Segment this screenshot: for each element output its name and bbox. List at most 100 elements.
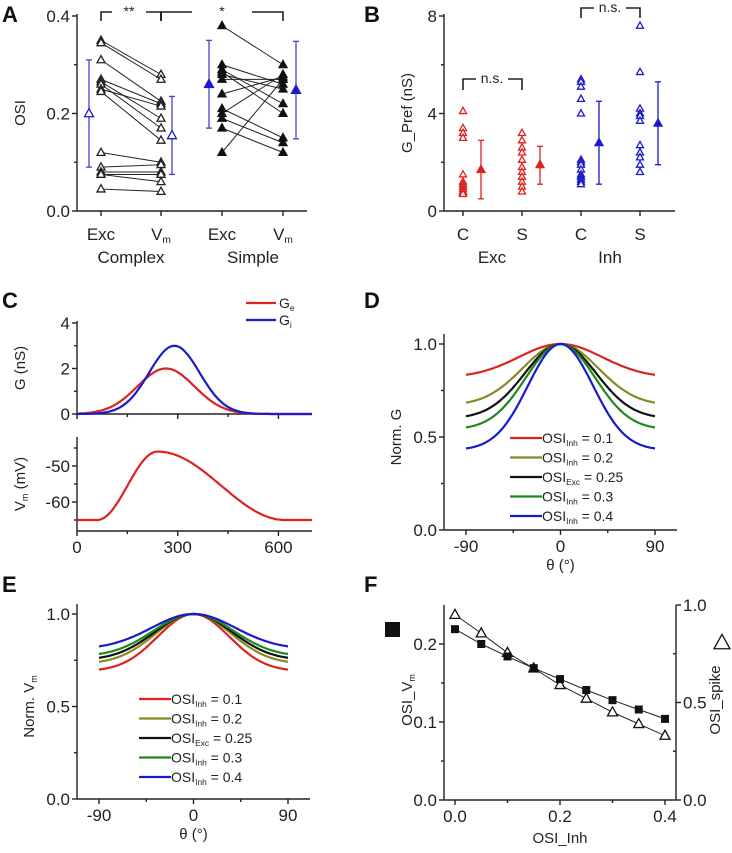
a-complex-exc-point bbox=[95, 37, 107, 47]
a-complex-vm-point bbox=[155, 122, 167, 132]
d-x-axis-tick-label: 90 bbox=[646, 537, 665, 556]
a-sig-bracket-1-label: ** bbox=[124, 3, 135, 19]
a-complex-pair-line bbox=[100, 81, 162, 119]
b-data-point bbox=[517, 127, 527, 137]
a-sig-bracket-1-right bbox=[146, 11, 162, 21]
a-simple-vm-point bbox=[277, 59, 289, 69]
b-mean-marker bbox=[534, 159, 546, 169]
d-tuning-curve bbox=[465, 342, 656, 418]
a-y-axis-tick-label: 0.4 bbox=[46, 7, 70, 26]
e-legend-label: OSIInh = 0.2 bbox=[171, 711, 242, 729]
b-y-axis-tick-label: 4 bbox=[428, 105, 437, 124]
a-y-axis-tick-label: 0.2 bbox=[46, 105, 70, 124]
d-legend-label: OSIExc = 0.25 bbox=[542, 469, 624, 487]
a-simple-pair-line bbox=[221, 76, 284, 95]
a-y-axis-label: OSI bbox=[12, 100, 29, 126]
b-group-label-inh: Inh bbox=[598, 248, 622, 267]
d-y-axis-tick-label: 1.0 bbox=[413, 335, 437, 354]
f-osi-spike-point bbox=[475, 626, 488, 638]
e-y-axis-tick-label: 0.0 bbox=[46, 790, 70, 809]
c-top-y-axis-label: G (nS) bbox=[12, 346, 29, 390]
a-complex-pair-line bbox=[100, 188, 162, 192]
a-y-axis-tick-label: 0.0 bbox=[46, 202, 70, 221]
e-tuning-curve bbox=[98, 612, 289, 656]
f-osi-vm-point bbox=[451, 625, 459, 634]
a-simple-vm-point bbox=[277, 73, 289, 83]
b-y-axis-tick-label: 0 bbox=[428, 202, 437, 221]
b-data-point bbox=[458, 188, 468, 198]
panel-e-chart: 0.0 0.5 1.0 -90 0 90 θ (°) Norm. Vm OSIInh = 0.1… bbox=[21, 604, 310, 843]
c-top-y-axis-tick-label: 2 bbox=[61, 360, 70, 379]
a-sig-bracket-2-right bbox=[252, 11, 284, 21]
panel-label-a: A bbox=[2, 2, 18, 27]
a-simple-vm-point bbox=[277, 83, 289, 93]
a-complex-pair-line bbox=[100, 91, 162, 141]
a-x-category-label: Exc bbox=[208, 225, 237, 244]
d-x-axis-tick-label: 0 bbox=[556, 537, 565, 556]
f-osi-vm-point bbox=[608, 696, 617, 705]
d-legend-label: OSIInh = 0.3 bbox=[542, 489, 613, 507]
b-sig-bracket-exc-right bbox=[508, 78, 523, 90]
f-left-y-axis-tick-label: 0.2 bbox=[413, 635, 437, 654]
a-simple-pair-line bbox=[221, 74, 284, 114]
a-simple-pair-line bbox=[221, 74, 284, 90]
b-data-point bbox=[517, 186, 527, 195]
panel-d-chart: 0.0 0.5 1.0 -90 0 90 θ (°) Norm. G OSIInh = 0.1 O… bbox=[388, 334, 677, 574]
e-y-axis-tick-label: 0.5 bbox=[46, 698, 70, 717]
f-osi-spike-point bbox=[632, 717, 645, 729]
a-complex-pair-line bbox=[100, 173, 162, 183]
a-complex-exc-point bbox=[95, 85, 107, 96]
c-bottom-x-axis-tick-label: 0 bbox=[72, 538, 81, 557]
b-sig-bracket-inh-left bbox=[580, 7, 594, 18]
e-tuning-curve bbox=[98, 612, 289, 659]
a-complex-pair-line bbox=[100, 42, 162, 80]
c-bottom-x-axis-tick-label: 600 bbox=[264, 538, 292, 557]
f-osi-vm-point bbox=[529, 664, 538, 673]
b-sig-bracket-inh-right bbox=[626, 7, 641, 18]
a-mean-marker bbox=[290, 83, 302, 94]
f-right-y-axis-tick-label: 0.0 bbox=[683, 791, 707, 810]
panel-label-b: B bbox=[364, 2, 380, 27]
b-sig-bracket-exc-left bbox=[462, 78, 476, 90]
b-group-label-exc: Exc bbox=[478, 248, 507, 267]
b-data-point bbox=[576, 108, 586, 117]
a-simple-vm-point bbox=[277, 98, 289, 108]
a-complex-exc-point bbox=[95, 183, 107, 193]
a-complex-exc-point bbox=[95, 168, 107, 178]
c-bottom-x-axis-tick-label: 300 bbox=[164, 538, 192, 557]
c-top-y-axis-tick-label: 4 bbox=[61, 314, 70, 333]
f-left-axis-legend-square-icon bbox=[385, 622, 400, 637]
a-x-category-label: Vm bbox=[273, 225, 293, 246]
d-x-axis-tick-label: -90 bbox=[454, 537, 479, 556]
d-legend-label: OSIInh = 0.4 bbox=[542, 508, 613, 526]
a-simple-pair-line bbox=[221, 69, 284, 105]
d-tuning-curve bbox=[465, 342, 656, 404]
a-complex-pair-line bbox=[100, 59, 162, 102]
a-simple-vm-point bbox=[277, 107, 289, 118]
f-x-axis-tick-label: 0.4 bbox=[653, 807, 677, 826]
a-simple-pair-line bbox=[221, 108, 284, 139]
b-data-point bbox=[635, 159, 645, 168]
f-osi-spike-point bbox=[448, 608, 462, 619]
d-y-axis-tick-label: 0.0 bbox=[413, 521, 437, 540]
e-x-axis-tick-label: 0 bbox=[189, 806, 198, 825]
a-complex-vm-point bbox=[155, 185, 167, 196]
a-x-category-label: Vm bbox=[151, 225, 171, 246]
a-simple-vm-point bbox=[277, 146, 289, 157]
a-x-category-label: Exc bbox=[87, 225, 116, 244]
c-bottom-y-axis-label: Vm (mV) bbox=[12, 457, 30, 511]
b-x-category-label: S bbox=[634, 225, 645, 244]
panel-label-c: C bbox=[2, 288, 18, 313]
e-tuning-curve bbox=[98, 612, 289, 648]
a-complex-pair-line bbox=[100, 152, 162, 163]
b-data-point bbox=[635, 20, 645, 29]
e-tuning-curve bbox=[98, 612, 289, 671]
d-tuning-curve bbox=[465, 342, 656, 450]
a-simple-pair-line bbox=[221, 79, 284, 153]
a-complex-pair-line bbox=[100, 39, 162, 75]
c-legend-label: Gi bbox=[279, 312, 292, 330]
a-complex-pair-line bbox=[100, 164, 162, 168]
f-right-y-axis-tick-label: 1.0 bbox=[683, 596, 707, 615]
c-g-curve-e bbox=[77, 367, 312, 416]
